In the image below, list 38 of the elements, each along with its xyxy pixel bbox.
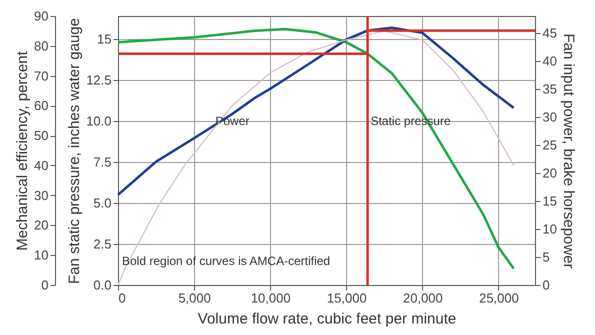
y2-tick-label: 10 bbox=[542, 221, 557, 236]
x-tick-label: 0 bbox=[118, 290, 126, 306]
x-tick-label: 20,000 bbox=[402, 290, 443, 306]
y3-tick-label: 10 bbox=[34, 248, 48, 263]
y3-tick-label: 20 bbox=[34, 218, 48, 233]
y-tick-label: 2.5 bbox=[93, 236, 112, 252]
y2-tick-label: 5 bbox=[542, 249, 550, 264]
x-tick-label: 5,000 bbox=[178, 290, 211, 306]
y3-tick-label: 80 bbox=[34, 38, 48, 54]
y-tick-label: 0.0 bbox=[93, 278, 112, 292]
y3-tick-label: 90 bbox=[34, 8, 48, 24]
x-axis-title: Volume flow rate, cubic feet per minute bbox=[198, 310, 456, 328]
y2-tick-label: 45 bbox=[542, 25, 557, 40]
x-tick-label: 15,000 bbox=[326, 290, 367, 306]
y3-axis-title: Mechanical efficiency, percent bbox=[14, 50, 32, 251]
y2-axis-title: Fan input power, brake horsepower bbox=[560, 33, 577, 269]
y2-tick-label: 35 bbox=[542, 81, 557, 96]
y-tick-label: 7.5 bbox=[93, 154, 112, 170]
annotation: Bold region of curves is AMCA-certified bbox=[122, 254, 330, 268]
y3-tick-label: 70 bbox=[34, 68, 48, 84]
y-tick-label: 12.5 bbox=[86, 72, 112, 88]
y3-tick-label: 0 bbox=[41, 278, 48, 292]
y2-tick-label: 25 bbox=[542, 137, 557, 152]
y2-tick-label: 0 bbox=[542, 278, 550, 292]
y2-tick-label: 20 bbox=[542, 165, 557, 180]
y-tick-label: 10.0 bbox=[86, 113, 112, 128]
y2-tick-label: 40 bbox=[542, 53, 557, 68]
y-tick-label: 5.0 bbox=[93, 195, 112, 210]
y-axis-title: Fan static pressure, inches water gauge bbox=[66, 18, 84, 284]
x-tick-label: 25,000 bbox=[479, 290, 519, 306]
y3-tick-label: 30 bbox=[34, 188, 48, 203]
y3-tick-label: 40 bbox=[34, 158, 48, 173]
y3-tick-label: 60 bbox=[34, 98, 48, 114]
y2-tick-label: 15 bbox=[542, 193, 557, 208]
y-tick-label: 15 bbox=[97, 31, 112, 46]
y2-tick-label: 30 bbox=[542, 109, 557, 124]
x-tick-label: 10,000 bbox=[250, 290, 291, 306]
y3-tick-label: 50 bbox=[34, 128, 48, 144]
